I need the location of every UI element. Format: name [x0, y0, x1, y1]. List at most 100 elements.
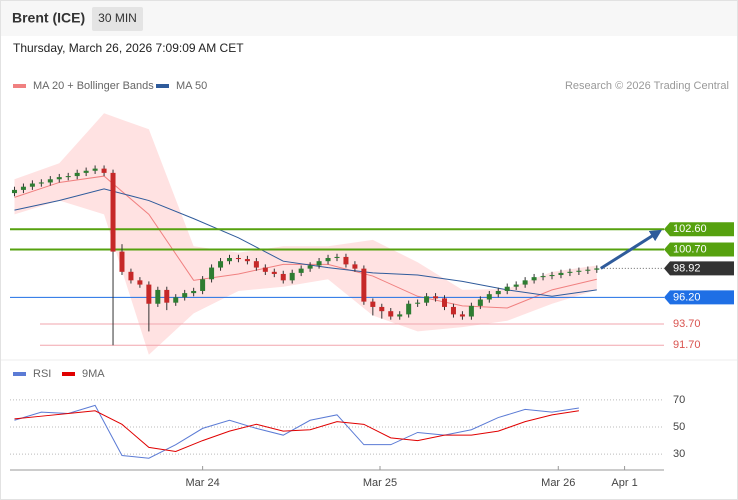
candle-body	[540, 276, 546, 278]
candle-body	[92, 168, 98, 171]
level-label: 98.92	[673, 262, 701, 274]
candle-body	[47, 179, 53, 183]
candle-body	[343, 256, 349, 265]
candle-body	[477, 299, 483, 306]
candle-body	[83, 170, 89, 173]
candle-body	[361, 268, 367, 302]
level-label: 93.70	[673, 318, 701, 330]
x-tick-label: Mar 26	[541, 477, 575, 489]
candle-body	[191, 290, 197, 294]
candle-body	[433, 296, 439, 299]
candle-body	[235, 257, 241, 260]
candle-body	[253, 261, 259, 268]
level-tag	[664, 261, 734, 276]
candle-body	[29, 183, 35, 187]
candle-body	[459, 314, 465, 317]
candle-body	[307, 265, 313, 269]
candle-body	[110, 172, 116, 252]
candle-body	[38, 182, 44, 184]
candle-body	[424, 296, 430, 303]
candle-body	[218, 261, 224, 268]
candle-body	[280, 273, 286, 281]
candle-body	[531, 277, 537, 281]
candle-body	[128, 271, 134, 281]
legend-label: 9MA	[82, 368, 105, 380]
candle-body	[271, 271, 277, 274]
level-tag	[664, 242, 734, 257]
candle-body	[442, 298, 448, 307]
candle-body	[65, 176, 71, 178]
candle-body	[101, 168, 107, 173]
candle-body	[468, 305, 474, 317]
candle-body	[549, 275, 555, 277]
interval-badge[interactable]	[92, 7, 143, 31]
candle-body	[164, 289, 170, 303]
candle-body	[289, 272, 295, 281]
candle-body	[226, 257, 232, 262]
candle-body	[495, 290, 501, 295]
y-tick-label: 50	[673, 421, 685, 433]
candle-body	[244, 259, 250, 262]
candle-body	[370, 301, 376, 307]
candle-body	[388, 311, 394, 317]
x-tick-label: Mar 25	[363, 477, 397, 489]
candle-body	[567, 271, 573, 273]
candle-body	[352, 264, 358, 269]
legend-swatch	[13, 84, 26, 88]
x-tick-label: Apr 1	[611, 477, 637, 489]
rsi-line	[14, 404, 579, 459]
legend-label: RSI	[33, 368, 51, 380]
legend-label: MA 50	[176, 80, 207, 92]
candle-body	[209, 267, 215, 280]
legend-label: MA 20 + Bollinger Bands	[33, 80, 154, 92]
x-tick-label: Mar 24	[185, 477, 219, 489]
candle-body	[406, 303, 412, 315]
candle-body	[182, 293, 188, 298]
candle-body	[146, 284, 152, 304]
level-tag	[664, 222, 734, 237]
candle-body	[450, 306, 456, 315]
candle-body	[74, 172, 80, 177]
candle-body	[594, 268, 600, 270]
level-tag	[664, 290, 734, 305]
forecast-arrow	[600, 229, 663, 270]
interval[interactable]: 30 MIN	[98, 11, 137, 25]
y-tick-label: 30	[673, 448, 685, 460]
candle-body	[155, 289, 161, 304]
candle-body	[200, 279, 206, 291]
legend-swatch	[156, 84, 169, 88]
candle-body	[415, 302, 421, 304]
y-tick-label: 70	[673, 394, 685, 406]
candle-body	[325, 257, 331, 262]
candle-body	[513, 284, 519, 287]
level-label: 96.20	[673, 291, 701, 303]
symbol: Brent (ICE)	[12, 10, 85, 26]
level-label: 102.60	[673, 223, 707, 235]
level-label: 91.70	[673, 339, 701, 351]
candle-body	[173, 297, 179, 303]
copyright: Research © 2026 Trading Central	[565, 80, 729, 92]
candle-body	[262, 267, 268, 272]
candle-body	[119, 251, 125, 272]
rsi-line	[14, 410, 579, 452]
candle-body	[20, 186, 26, 190]
legend-swatch	[62, 372, 75, 376]
candle-body	[56, 177, 62, 180]
candle-body	[334, 256, 340, 258]
candle-body	[11, 189, 17, 194]
candle-body	[504, 286, 510, 291]
candle-body	[298, 268, 304, 273]
candle-body	[379, 306, 385, 312]
datetime: Thursday, March 26, 2026 7:09:09 AM CET	[13, 41, 244, 55]
candle-body	[316, 261, 322, 266]
candle-body	[137, 280, 143, 285]
level-label: 100.70	[673, 243, 707, 255]
candle-body	[522, 280, 528, 285]
candle-body	[585, 269, 591, 271]
candle-body	[397, 314, 403, 317]
candle-body	[558, 272, 564, 276]
candle-body	[576, 270, 582, 272]
legend-swatch	[13, 372, 26, 376]
candle-body	[486, 294, 492, 300]
